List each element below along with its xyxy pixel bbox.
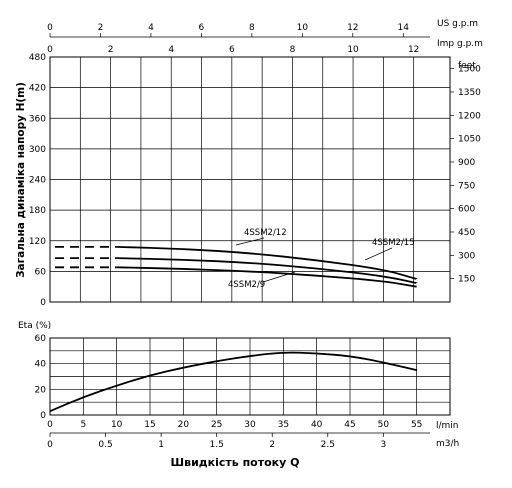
lmin-axis-unit: l/min [436,421,459,431]
feet-tick-label: 450 [458,228,475,238]
feet-tick-label: 1200 [458,111,481,121]
lmin-tick-label: 55 [411,420,422,430]
lmin-tick-label: 0 [47,420,53,430]
m3h-tick-label: 1 [158,440,164,450]
lmin-tick-label: 10 [111,420,123,430]
head-curve [116,266,417,288]
head-tick-label: 180 [29,206,46,216]
feet-tick-label: 1500 [458,65,481,75]
imp-gpm-tick-label: 4 [168,45,174,55]
lmin-tick-label: 50 [378,420,390,430]
head-tick-label: 480 [29,53,46,63]
flow-axis-label: Швидкість потоку Q [171,456,300,469]
curve-label: 4SSM2/9 [228,280,265,290]
curve-label: 4SSM2/12 [244,228,287,238]
efficiency-curve [49,351,417,412]
imp-gpm-tick-label: 8 [290,45,296,55]
lmin-tick-label: 25 [211,420,222,430]
imp-gpm-tick-label: 12 [408,45,419,55]
feet-tick-label: 750 [458,181,475,191]
head-tick-label: 0 [40,298,46,308]
m3h-axis-unit: m3/h [436,439,459,449]
feet-tick-label: 600 [458,205,475,215]
head-curve [116,257,417,284]
m3h-tick-label: 2 [269,440,275,450]
lmin-tick-label: 35 [278,420,289,430]
curve-label: 4SSM2/15 [372,238,415,248]
m3h-tick-label: 3 [380,440,386,450]
head-tick-label: 240 [29,176,46,186]
eta-tick-label: 60 [35,334,47,344]
imp-gpm-tick-label: 2 [108,45,114,55]
eta-tick-label: 40 [35,360,47,370]
curve-label-leader [235,237,265,246]
head-axis-label: Загальна динаміка напору H(m) [15,82,27,278]
us-gpm-tick-label: 6 [199,23,205,33]
lmin-tick-label: 30 [244,420,256,430]
imp-gpm-tick-label: 10 [347,45,359,55]
feet-tick-label: 1350 [458,88,481,98]
m3h-tick-label: 1.5 [210,440,224,450]
head-tick-label: 60 [35,267,47,277]
head-tick-label: 300 [29,145,46,155]
head-tick-label: 420 [29,84,46,94]
imp-gpm-tick-label: 6 [229,45,235,55]
us-gpm-tick-label: 12 [347,23,358,33]
lmin-tick-label: 40 [311,420,323,430]
lmin-tick-label: 20 [178,420,190,430]
m3h-tick-label: 2.5 [321,440,335,450]
m3h-tick-label: 0 [47,440,53,450]
us-gpm-tick-label: 2 [98,23,104,33]
us-gpm-tick-label: 4 [148,23,154,33]
lmin-tick-label: 45 [344,420,355,430]
efficiency-chart: 0 20 40 60 0 5 10 15 20 25 30 35 40 45 50 55 0 0.5 1 1.5 2 2.… [35,334,451,450]
us-gpm-tick-label: 14 [398,23,410,33]
curve-label-leader [364,247,393,261]
imp-gpm-tick-label: 0 [47,45,53,55]
us-gpm-tick-label: 0 [47,23,53,33]
m3h-tick-label: 0.5 [98,440,112,450]
feet-axis-unit: feet [458,61,476,71]
feet-tick-label: 1050 [458,135,481,145]
us-gpm-tick-label: 8 [249,23,255,33]
imp-gpm-axis-unit: Imp g.p.m [437,39,483,49]
lmin-tick-label: 5 [80,420,86,430]
feet-tick-label: 900 [458,158,475,168]
head-curve [116,245,417,280]
lmin-tick-label: 15 [144,420,155,430]
eta-tick-label: 0 [40,411,46,421]
eta-axis-label: Eta (%) [18,321,51,331]
feet-tick-label: 300 [458,251,475,261]
feet-tick-label: 150 [458,275,475,285]
head-tick-label: 120 [29,237,46,247]
us-gpm-axis-unit: US g.p.m [437,19,478,29]
curve-label-leader [262,271,296,283]
us-gpm-tick-label: 10 [297,23,309,33]
head-tick-label: 360 [29,114,46,124]
eta-tick-label: 20 [35,385,47,395]
